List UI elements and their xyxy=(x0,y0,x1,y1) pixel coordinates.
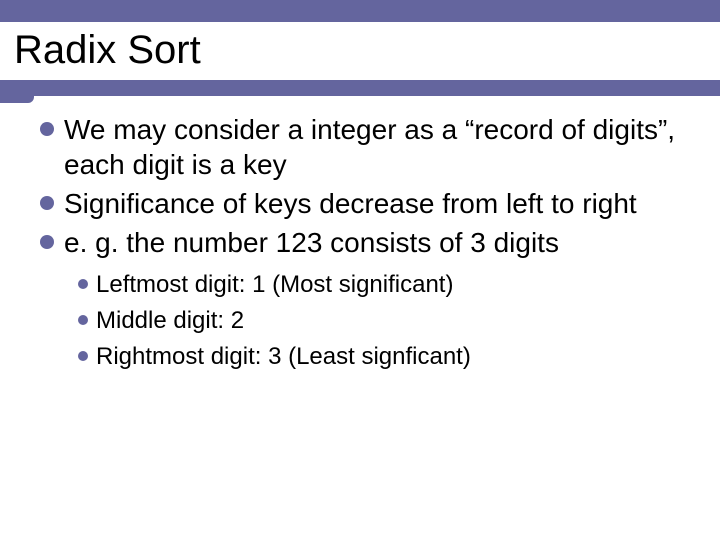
title-area: Radix Sort xyxy=(0,22,720,80)
bullet-l2: Middle digit: 2 xyxy=(78,306,690,336)
bullet-icon xyxy=(40,122,54,136)
bullet-icon xyxy=(78,315,88,325)
bullet-l2-text: Leftmost digit: 1 (Most significant) xyxy=(96,270,453,300)
content-area: We may consider a integer as a “record o… xyxy=(40,112,690,372)
bullet-icon xyxy=(78,279,88,289)
accent-band xyxy=(0,80,720,96)
bullet-l2: Rightmost digit: 3 (Least signficant) xyxy=(78,342,690,372)
bullet-icon xyxy=(40,196,54,210)
slide: Radix Sort We may consider a integer as … xyxy=(0,0,720,540)
bullet-l2: Leftmost digit: 1 (Most significant) xyxy=(78,270,690,300)
accent-stub xyxy=(0,96,34,103)
bullet-l1-text: We may consider a integer as a “record o… xyxy=(64,112,690,182)
bullet-l2-text: Middle digit: 2 xyxy=(96,306,244,336)
sub-bullet-group: Leftmost digit: 1 (Most significant) Mid… xyxy=(40,270,690,372)
bullet-l1-text: Significance of keys decrease from left … xyxy=(64,186,637,221)
bullet-icon xyxy=(78,351,88,361)
bullet-l2-text: Rightmost digit: 3 (Least signficant) xyxy=(96,342,471,372)
bullet-l1-text: e. g. the number 123 consists of 3 digit… xyxy=(64,225,559,260)
bullet-l1: e. g. the number 123 consists of 3 digit… xyxy=(40,225,690,260)
top-band xyxy=(0,0,720,22)
bullet-icon xyxy=(40,235,54,249)
bullet-l1: Significance of keys decrease from left … xyxy=(40,186,690,221)
bullet-l1: We may consider a integer as a “record o… xyxy=(40,112,690,182)
slide-title: Radix Sort xyxy=(14,28,720,73)
